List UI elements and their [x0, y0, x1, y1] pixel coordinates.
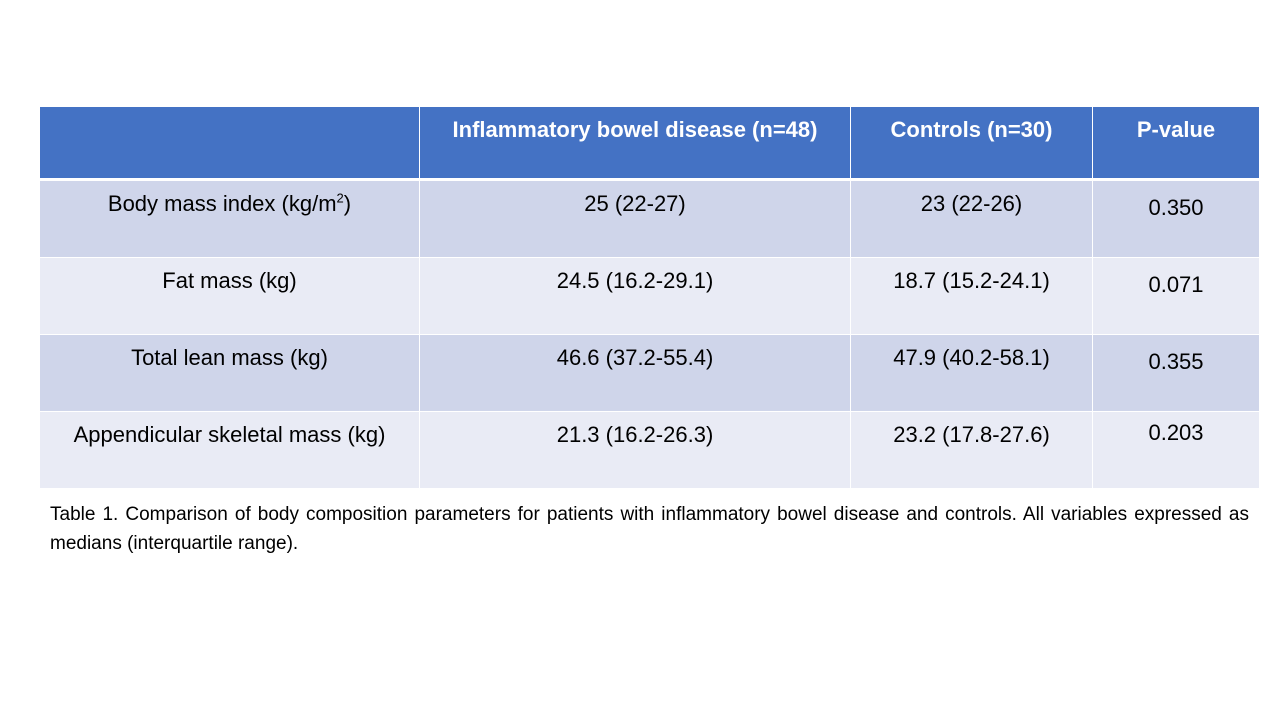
p-value: 0.071 [1093, 258, 1259, 335]
row-label: Fat mass (kg) [40, 258, 420, 335]
row-label: Total lean mass (kg) [40, 335, 420, 412]
header-ibd: Inflammatory bowel disease (n=48) [420, 107, 851, 181]
table-row: Fat mass (kg) 24.5 (16.2-29.1) 18.7 (15.… [40, 258, 1259, 335]
table-row: Total lean mass (kg) 46.6 (37.2-55.4) 47… [40, 335, 1259, 412]
body-composition-table: Inflammatory bowel disease (n=48) Contro… [40, 107, 1259, 489]
ibd-value: 46.6 (37.2-55.4) [420, 335, 851, 412]
controls-value: 23.2 (17.8-27.6) [851, 412, 1093, 489]
p-value: 0.350 [1093, 181, 1259, 258]
header-p-value: P-value [1093, 107, 1259, 181]
p-value: 0.355 [1093, 335, 1259, 412]
controls-value: 47.9 (40.2-58.1) [851, 335, 1093, 412]
ibd-value: 24.5 (16.2-29.1) [420, 258, 851, 335]
controls-value: 23 (22-26) [851, 181, 1093, 258]
row-label: Body mass index (kg/m2) [40, 181, 420, 258]
header-empty [40, 107, 420, 181]
table-row: Appendicular skeletal mass (kg) 21.3 (16… [40, 412, 1259, 489]
ibd-value: 21.3 (16.2-26.3) [420, 412, 851, 489]
controls-value: 18.7 (15.2-24.1) [851, 258, 1093, 335]
row-label: Appendicular skeletal mass (kg) [40, 412, 420, 489]
ibd-value: 25 (22-27) [420, 181, 851, 258]
table-row: Body mass index (kg/m2) 25 (22-27) 23 (2… [40, 181, 1259, 258]
table-caption: Table 1. Comparison of body composition … [50, 504, 1249, 554]
p-value: 0.203 [1093, 412, 1259, 489]
table-header-row: Inflammatory bowel disease (n=48) Contro… [40, 107, 1259, 181]
header-controls: Controls (n=30) [851, 107, 1093, 181]
